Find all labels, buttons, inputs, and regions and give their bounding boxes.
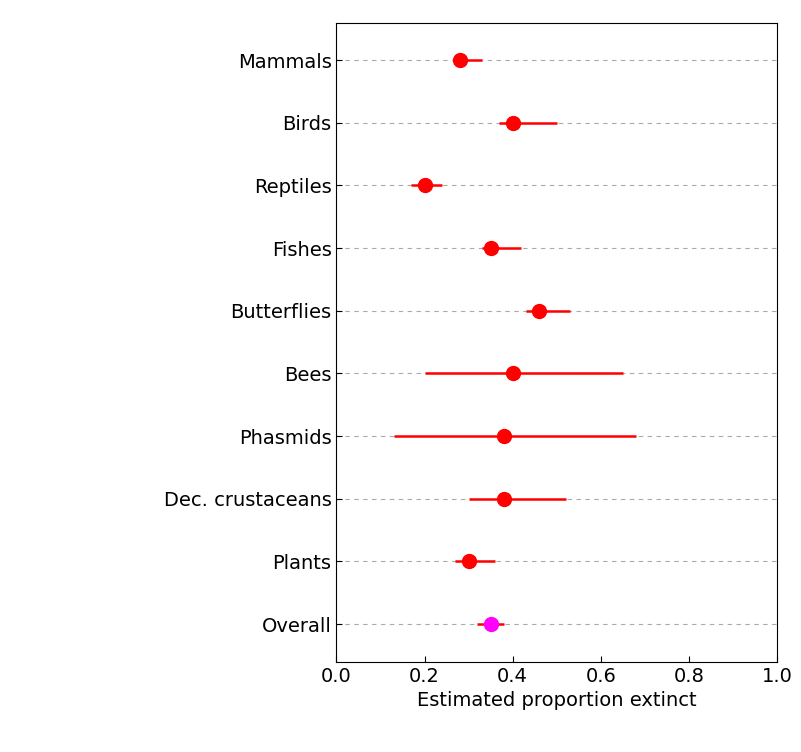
X-axis label: Estimated proportion extinct: Estimated proportion extinct bbox=[417, 691, 697, 710]
